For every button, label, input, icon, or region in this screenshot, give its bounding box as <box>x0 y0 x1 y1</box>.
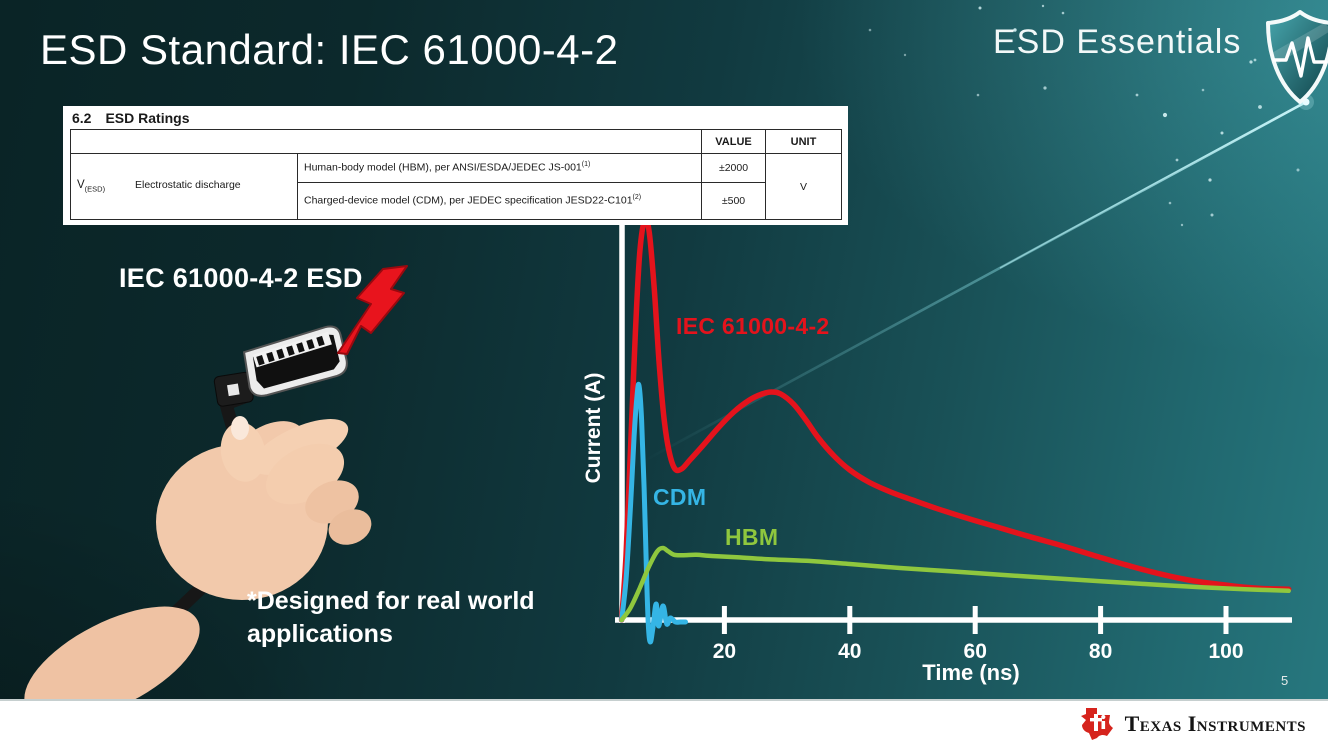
series-curve-hbm <box>619 545 1291 623</box>
section-number: 6.2 <box>72 110 92 126</box>
y-axis-label: Current (A) <box>582 372 605 484</box>
cdm-description-cell: Charged-device model (CDM), per JEDEC sp… <box>297 182 702 220</box>
cdm-value-cell: ±500 <box>701 182 766 220</box>
ti-logo-icon <box>1080 707 1113 740</box>
parameter-cell: V(ESD) Electrostatic discharge <box>70 153 298 220</box>
x-tick-label: 100 <box>1208 640 1243 663</box>
star-particles <box>868 4 1300 227</box>
value-column-header: VALUE <box>701 129 766 154</box>
x-tick-label: 20 <box>713 640 736 663</box>
unit-cell: V <box>765 153 842 220</box>
section-title: ESD Ratings <box>105 110 190 126</box>
hbm-description-cell: Human-body model (HBM), per ANSI/ESDA/JE… <box>297 153 702 183</box>
x-tick-label: 40 <box>838 640 861 663</box>
thumb-nail <box>231 416 249 440</box>
series-label-cdm: CDM <box>653 484 707 510</box>
x-tick-label: 80 <box>1089 640 1112 663</box>
footer-bar: Texas Instruments <box>0 699 1328 746</box>
shield-pulse-icon <box>1266 10 1328 104</box>
series-label-hbm: HBM <box>725 524 779 550</box>
ratings-panel: 6.2 ESD Ratings VALUE UNIT V(ESD) Electros… <box>63 106 848 225</box>
footnote: *Designed for real world applications <box>247 587 535 648</box>
ratings-table: VALUE UNIT V(ESD) Electrostatic discharge… <box>70 129 842 220</box>
lightning-bolt-icon <box>337 265 408 355</box>
ratings-heading: 6.2 ESD Ratings <box>72 110 841 126</box>
parameter-name: Electrostatic discharge <box>135 179 241 192</box>
x-tick-label: 60 <box>964 640 987 663</box>
table-row: Charged-device model (CDM), per JEDEC sp… <box>71 182 842 220</box>
series-curve-cdm <box>619 381 688 645</box>
page-title: ESD Standard: IEC 61000-4-2 <box>40 26 619 73</box>
hbm-value-cell: ±2000 <box>701 153 766 183</box>
iec-esd-waveform-chart: 20 40 60 80 100 <box>615 216 1292 663</box>
table-header-row: VALUE UNIT <box>70 129 842 154</box>
program-badge: ESD Essentials <box>993 23 1242 61</box>
hdmi-connector-icon <box>213 325 348 409</box>
empty-header-cell <box>70 129 702 154</box>
illustration-label: IEC 61000-4-2 ESD <box>119 263 363 293</box>
table-row: V(ESD) Electrostatic discharge Human-body… <box>70 153 842 220</box>
series-curve-iec-61000-4-2 <box>618 216 1292 623</box>
hand <box>24 416 372 722</box>
hand-hdmi-illustration <box>24 265 408 722</box>
page-number: 5 <box>1281 673 1289 688</box>
series-label-iec: IEC 61000-4-2 <box>676 313 830 339</box>
ti-wordmark: Texas Instruments <box>1124 710 1306 736</box>
x-axis-label: Time (ns) <box>922 660 1020 685</box>
unit-column-header: UNIT <box>765 129 842 154</box>
